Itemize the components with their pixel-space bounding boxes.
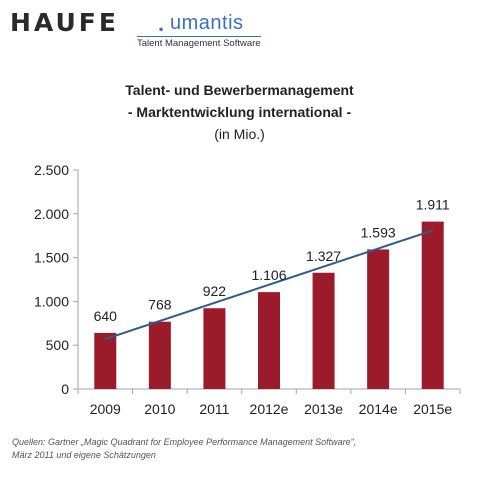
y-tick-label: 500	[46, 337, 70, 353]
data-label: 768	[148, 297, 172, 313]
chart-unit-note: (in Mio.)	[214, 126, 265, 142]
x-tick-label: 2011	[199, 401, 229, 417]
chart-subtitle: - Marktentwicklung international -	[127, 104, 352, 120]
bar	[94, 332, 117, 389]
logo-brand: HAUFE	[10, 8, 119, 37]
data-labels: 640 768 922 1.106 1.327 1.593 1.911	[94, 197, 450, 324]
x-tick-label: 2013e	[304, 401, 343, 417]
y-tick-label: 1.000	[34, 293, 69, 309]
y-tick-label: 0	[61, 381, 69, 397]
data-label: 1.593	[361, 224, 396, 240]
y-tick-label: 2.500	[34, 162, 69, 178]
bar	[203, 308, 226, 389]
data-label: 922	[203, 283, 227, 299]
x-tick-label: 2014e	[359, 401, 398, 417]
x-tick-label: 2009	[90, 401, 121, 417]
logo-product: umantis	[170, 12, 244, 34]
bar	[367, 249, 390, 389]
bars	[94, 221, 444, 389]
y-tick-label: 1.500	[34, 250, 69, 266]
data-label: 1.106	[251, 267, 286, 283]
source-note: Quellen: Gartner „Magic Quadrant for Emp…	[12, 436, 477, 462]
x-tick-label: 2010	[144, 401, 175, 417]
chart-title: Talent- und Bewerbermanagement	[125, 82, 354, 98]
logo-tagline: Talent Management Software	[137, 36, 261, 49]
logo-dot: .	[158, 11, 165, 36]
data-label: 1.911	[416, 197, 450, 213]
data-label: 1.327	[306, 248, 341, 264]
source-line-2: März 2011 und eigene Schätzungen	[12, 450, 156, 460]
bar	[258, 292, 280, 389]
source-line-1: Quellen: Gartner „Magic Quadrant for Emp…	[12, 437, 357, 447]
bar	[148, 321, 171, 389]
y-axis: 0 500 1.000 1.500 2.000 2.500	[34, 162, 79, 397]
x-axis: 2009 2010 2011 2012e 2013e 2014e 2015e	[77, 388, 461, 417]
trendline-line	[104, 229, 434, 341]
x-tick-label: 2015e	[413, 401, 452, 417]
haufe-umantis-logo: HAUFE . umantis Talent Management Softwa…	[10, 8, 280, 49]
y-tick-label: 2.000	[34, 206, 69, 222]
bar	[312, 272, 335, 389]
bar	[421, 221, 444, 389]
x-tick-label: 2012e	[250, 401, 289, 417]
data-label: 640	[94, 308, 118, 324]
trendline	[104, 229, 434, 341]
